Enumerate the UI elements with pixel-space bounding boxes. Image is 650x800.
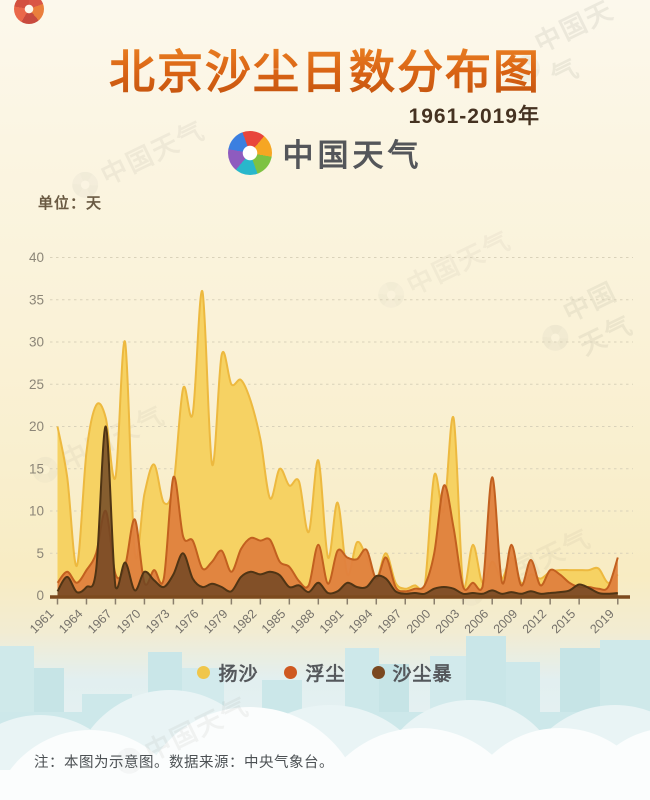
area-outline-fuchen [56,476,619,593]
legend-item-fuchen: 浮尘 [284,659,345,686]
y-axis-label: 20 [29,419,44,434]
area-series-yangsha [57,290,618,596]
x-axis-label: 2006 [462,607,492,637]
y-axis-label: 25 [29,377,44,392]
brand-name: 中国天气 [282,138,423,173]
x-axis-label: 1964 [56,607,86,637]
x-axis-label: 1973 [143,607,173,637]
x-axis-label: 1967 [85,607,115,637]
x-axis-label: 1970 [114,607,144,637]
y-axis-label: 10 [29,504,44,519]
legend-item-yangsha: 扬沙 [197,659,258,686]
area-series-fuchen [57,476,618,596]
chart-legend: 扬沙 浮尘 沙尘暴 [0,659,650,686]
unit-label: 单位：天 [38,195,103,212]
legend-label: 扬沙 [218,664,259,685]
legend-label: 沙尘暴 [392,664,453,685]
x-axis-label: 2015 [549,607,579,637]
x-axis-label: 2019 [587,607,617,637]
y-axis-label: 35 [29,292,44,307]
x-axis-label: 1991 [317,607,347,637]
page-title: 北京沙尘日数分布图 [0,36,650,102]
legend-label: 浮尘 [305,664,346,685]
x-axis-label: 1979 [201,607,231,637]
y-axis-label: 30 [29,335,44,350]
x-axis-label: 1985 [259,607,289,637]
x-axis-label: 2012 [520,607,550,637]
brand-logo: 中国天气 [0,130,650,175]
x-axis-label: 1976 [172,607,202,637]
legend-item-shachenbao: 沙尘暴 [371,659,453,686]
x-axis-label: 1961 [27,607,57,637]
red-pinwheel-icon [14,0,44,24]
y-axis-label: 40 [29,250,44,265]
source-note: 注：本图为示意图。数据来源：中央气象台。 [34,755,334,771]
area-outline-shachenbao [56,425,618,595]
yangsha-dot-icon [197,666,211,679]
y-axis-label: 5 [36,546,44,561]
cloud-bottom [0,770,650,800]
x-axis-label: 2003 [433,607,463,637]
x-axis-label: 2009 [491,607,521,637]
shachenbao-dot-icon [371,666,385,679]
y-axis-label: 15 [29,461,44,476]
subtitle-year-range: 1961-2019年 [408,105,540,128]
x-axis-label: 1997 [375,607,405,637]
china-weather-swirl-icon [227,130,272,175]
fuchen-dot-icon [284,666,298,679]
x-axis-label: 1988 [288,607,318,637]
x-axis-label: 1994 [346,607,376,637]
x-axis-label: 2000 [404,607,434,637]
y-axis-label: 0 [36,588,44,603]
x-axis-label: 1982 [230,607,260,637]
area-series-shachenbao [57,426,618,596]
